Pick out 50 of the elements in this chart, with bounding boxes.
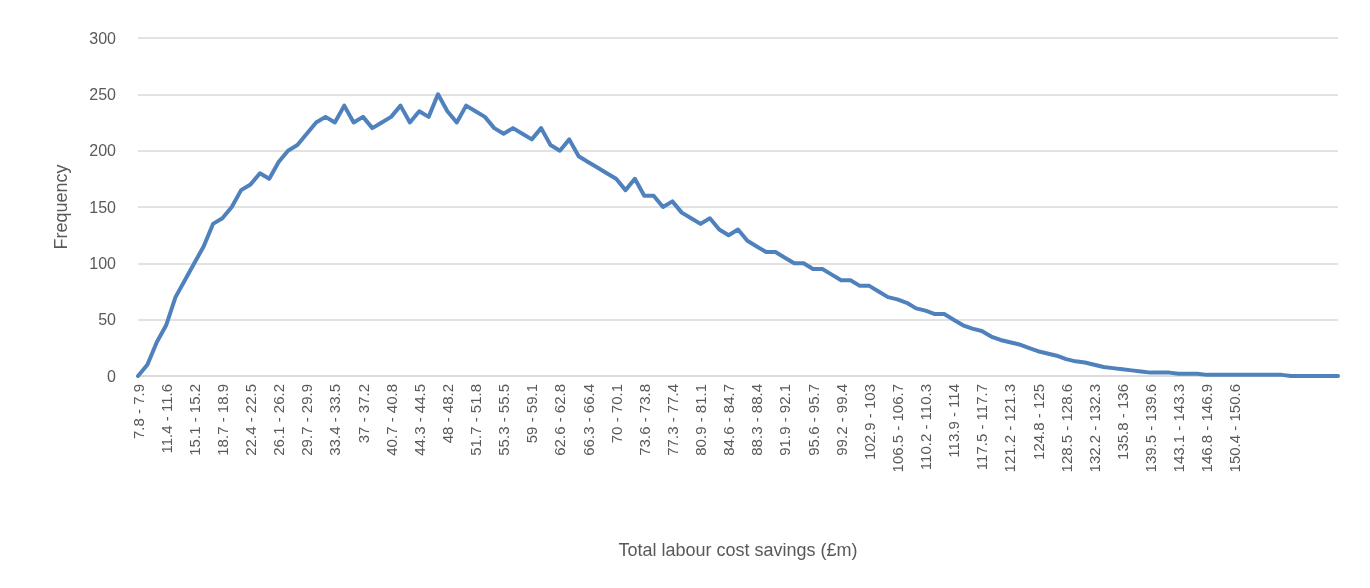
x-tick-label: 11.4 - 11.6 — [157, 384, 175, 454]
x-tick-label: 106.5 - 106.7 — [888, 384, 906, 473]
y-tick-label: 300 — [89, 29, 117, 47]
y-tick-label: 200 — [89, 142, 117, 160]
x-tick-label: 146.8 - 146.9 — [1198, 384, 1216, 473]
x-tick-label: 117.5 - 117.7 — [973, 384, 991, 471]
x-tick-label: 139.5 - 139.6 — [1142, 384, 1159, 473]
x-tick-label: 128.5 - 128.6 — [1057, 384, 1075, 473]
x-tick-label: 88.3 - 88.4 — [748, 384, 766, 456]
x-tick-label: 124.8 - 125 — [1029, 384, 1047, 460]
y-tick-label: 150 — [89, 198, 117, 216]
x-tick-label: 48 - 48.2 — [438, 384, 456, 444]
x-tick-label: 7.8 - 7.9 — [129, 384, 147, 440]
y-tick-label: 0 — [107, 367, 117, 385]
x-tick-label: 33.4 - 33.5 — [326, 384, 344, 456]
x-axis-title: Total labour cost savings (£m) — [618, 540, 858, 560]
x-tick-label: 95.6 - 95.7 — [804, 384, 822, 456]
x-tick-label: 121.2 - 121.3 — [1001, 384, 1019, 473]
x-tick-label: 26.1 - 26.2 — [270, 384, 288, 456]
x-tick-label: 80.9 - 81.1 — [692, 384, 709, 456]
x-tick-label: 59 - 59.1 — [523, 384, 541, 444]
y-tick-label: 250 — [89, 85, 117, 103]
x-tick-label: 150.4 - 150.6 — [1226, 384, 1244, 473]
line-series — [136, 92, 1340, 378]
x-tick-label: 135.8 - 136 — [1113, 384, 1131, 460]
x-tick-label: 15.1 - 15.2 — [185, 384, 203, 456]
x-tick-label: 44.3 - 44.5 — [410, 384, 428, 456]
y-tick-label: 100 — [89, 254, 117, 272]
x-tick-label: 102.9 - 103 — [860, 384, 878, 460]
x-tick-label: 91.9 - 92.1 — [776, 384, 794, 456]
x-tick-label: 22.4 - 22.5 — [242, 384, 259, 456]
y-tick-label: 50 — [98, 311, 117, 329]
x-tick-label: 132.2 - 132.3 — [1085, 384, 1103, 473]
x-tick-label: 113.9 - 114 — [945, 384, 963, 458]
x-tick-label: 40.7 - 40.8 — [382, 384, 400, 456]
x-tick-label: 29.7 - 29.9 — [298, 384, 316, 456]
x-tick-label: 55.3 - 55.5 — [495, 384, 513, 456]
x-tick-label: 73.6 - 73.8 — [635, 384, 653, 456]
x-tick-label: 37 - 37.2 — [354, 384, 372, 444]
x-tick-label: 62.6 - 62.8 — [551, 384, 569, 456]
x-tick-label: 143.1 - 143.3 — [1170, 384, 1188, 473]
x-tick-label: 77.3 - 77.4 — [663, 384, 681, 456]
x-tick-label: 110.2 - 110.3 — [917, 384, 934, 471]
x-tick-label: 66.3 - 66.4 — [579, 384, 597, 456]
x-tick-label: 99.2 - 99.4 — [832, 384, 850, 456]
x-tick-label: 18.7 - 18.9 — [213, 384, 231, 456]
y-axis-title: Frequency — [51, 164, 71, 250]
x-tick-label: 84.6 - 84.7 — [720, 384, 738, 456]
x-tick-label: 51.7 - 51.8 — [467, 384, 484, 456]
x-tick-label: 70 - 70.1 — [607, 384, 625, 444]
